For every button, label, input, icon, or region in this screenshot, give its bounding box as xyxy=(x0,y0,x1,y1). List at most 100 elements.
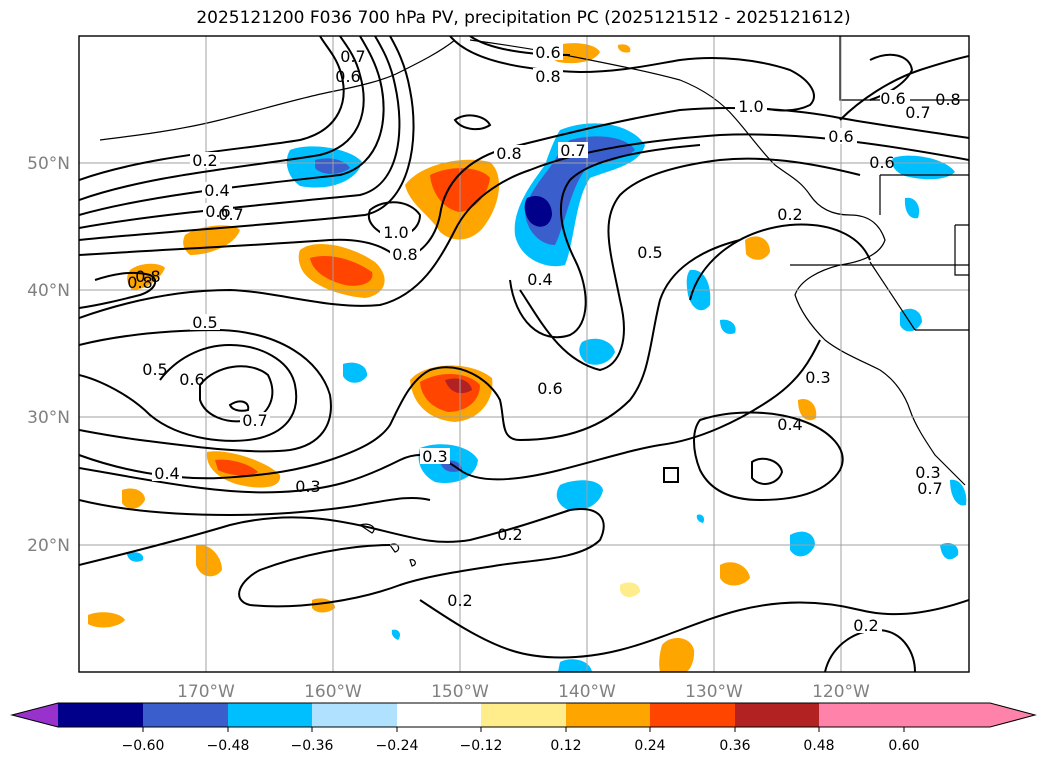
contour-label: 0.7 xyxy=(242,411,267,430)
contour-label: 0.8 xyxy=(935,90,960,109)
precip-area xyxy=(215,459,258,476)
lon-label: 120°W xyxy=(812,682,870,702)
contour-label: 0.5 xyxy=(637,243,662,262)
contour-label: 0.3 xyxy=(915,463,940,482)
colorbar-tick-label: −0.12 xyxy=(460,738,503,754)
contour-label: 0.5 xyxy=(192,313,217,332)
precip-area xyxy=(696,514,705,523)
longitude-labels: 170°W 160°W 150°W 140°W 130°W 120°W xyxy=(177,682,870,702)
lon-label: 140°W xyxy=(558,682,616,702)
contour-label: 0.6 xyxy=(880,89,905,108)
precip-area xyxy=(659,638,695,672)
precip-area xyxy=(904,197,920,219)
colorbar-tick-label: 0.36 xyxy=(719,738,750,754)
colorbar-outline xyxy=(10,702,1037,728)
precip-area xyxy=(445,378,472,394)
contour-label: 0.6 xyxy=(535,43,560,62)
precip-area xyxy=(343,362,368,383)
colorbar-extend-low xyxy=(12,703,58,727)
colorbar: −0.60 −0.48 −0.36 −0.24 −0.12 0.12 0.24 … xyxy=(10,702,1037,754)
precip-area xyxy=(950,479,967,506)
latitude-labels: 50°N 40°N 30°N 20°N xyxy=(27,154,70,556)
contour-label: 0.3 xyxy=(422,447,447,466)
contour-label: 0.8 xyxy=(535,67,560,86)
contour-label: 0.4 xyxy=(777,415,802,434)
precip-area xyxy=(892,155,955,180)
contour-label: 0.2 xyxy=(192,151,217,170)
lat-label: 50°N xyxy=(27,154,70,174)
contour-label: 0.7 xyxy=(560,141,585,160)
contour-labels: 0.6 0.8 0.7 0.6 0.6 0.8 0.7 1.0 0.6 0.8 … xyxy=(127,43,960,635)
contour-label: 1.0 xyxy=(738,97,763,116)
precip-area xyxy=(88,612,125,628)
contour-label: 0.3 xyxy=(295,477,320,496)
contour-label: 0.4 xyxy=(154,464,179,483)
precip-area xyxy=(127,552,144,562)
precip-area xyxy=(790,531,815,557)
map-frame xyxy=(78,35,970,673)
colorbar-tick-label: −0.24 xyxy=(376,738,419,754)
contour-label: 0.2 xyxy=(777,205,802,224)
colorbar-bin xyxy=(819,703,904,727)
contour-label: 0.2 xyxy=(853,616,878,635)
precip-area xyxy=(617,44,631,53)
precip-area xyxy=(940,543,959,560)
contour-label: 0.6 xyxy=(205,202,230,221)
contour-label: 0.6 xyxy=(537,379,562,398)
precip-area xyxy=(127,263,165,290)
contour-label: 0.8 xyxy=(127,273,152,292)
contour-label: 0.4 xyxy=(527,270,552,289)
colorbar-tick-label: 0.12 xyxy=(550,738,581,754)
colorbar-bin xyxy=(397,703,481,727)
precip-area xyxy=(310,255,373,286)
precip-area xyxy=(524,195,552,227)
precip-area xyxy=(620,582,640,598)
contour-label: 0.6 xyxy=(179,370,204,389)
contour-label: 0.6 xyxy=(869,153,894,172)
contour-label: 0.7 xyxy=(218,205,243,224)
lat-label: 30°N xyxy=(27,408,70,428)
colorbar-tick-label: −0.60 xyxy=(122,738,165,754)
precip-area xyxy=(556,480,603,511)
colorbar-bin xyxy=(312,703,397,727)
coastlines xyxy=(99,36,969,567)
colorbar-bin xyxy=(735,703,819,727)
contour-label: 0.7 xyxy=(340,47,365,66)
contour-label: 1.0 xyxy=(383,223,408,242)
contour-label: 0.2 xyxy=(447,591,472,610)
precip-area xyxy=(558,659,592,672)
lat-label: 40°N xyxy=(27,281,70,301)
precip-area xyxy=(579,338,615,365)
colorbar-bin xyxy=(650,703,735,727)
lon-label: 130°W xyxy=(685,682,743,702)
colorbar-tick-label: 0.48 xyxy=(803,738,834,754)
colorbar-bin xyxy=(58,703,143,727)
contour-label: 0.7 xyxy=(917,479,942,498)
contour-label: 0.2 xyxy=(497,525,522,544)
colorbar-tick-label: 0.24 xyxy=(634,738,665,754)
contour-label: 0.7 xyxy=(905,103,930,122)
colorbar-bin xyxy=(481,703,566,727)
colorbar-bin xyxy=(228,703,312,727)
contour-label: 0.3 xyxy=(805,368,830,387)
precip-area xyxy=(745,236,770,260)
precip-area xyxy=(196,544,222,577)
contour-label: 0.8 xyxy=(392,245,417,264)
contour-label: 0.4 xyxy=(204,181,229,200)
contour-label: 0.5 xyxy=(142,360,167,379)
contour-label: 0.8 xyxy=(496,144,521,163)
lon-label: 150°W xyxy=(431,682,489,702)
map-background xyxy=(79,36,969,672)
lon-label: 160°W xyxy=(304,682,362,702)
contour-label: 0.8 xyxy=(135,267,160,286)
precip-area xyxy=(720,319,736,334)
colorbar-bin xyxy=(143,703,228,727)
precip-area xyxy=(391,629,401,640)
lon-label: 170°W xyxy=(177,682,235,702)
colorbar-tick-label: −0.36 xyxy=(291,738,334,754)
colorbar-extend-high xyxy=(904,703,1035,727)
precip-area xyxy=(798,398,817,421)
colorbar-bin xyxy=(566,703,650,727)
precip-area xyxy=(900,308,922,332)
